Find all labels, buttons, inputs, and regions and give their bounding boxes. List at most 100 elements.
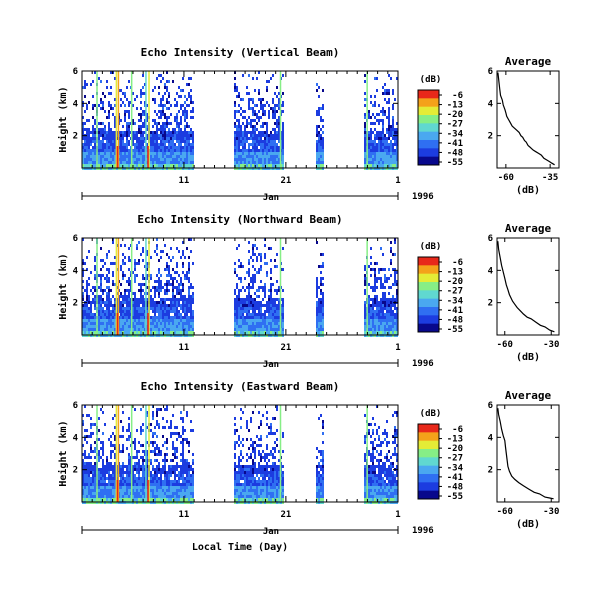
heatmap-cell — [112, 131, 114, 134]
heatmap-cell — [382, 161, 384, 164]
heatmap-cell — [176, 313, 178, 316]
heatmap-cell — [152, 414, 154, 417]
heatmap-cell — [252, 146, 254, 149]
heatmap-cell — [98, 331, 100, 334]
heatmap-cell — [126, 474, 128, 477]
heatmap-cell — [108, 286, 110, 289]
heatmap-cell — [92, 155, 94, 158]
heatmap-cell — [390, 250, 392, 253]
heatmap-cell — [134, 465, 136, 468]
heatmap-cell — [158, 465, 160, 468]
heatmap-cell — [386, 316, 388, 319]
heatmap-cell — [134, 149, 136, 152]
heatmap-cell — [94, 152, 96, 155]
heatmap-cell — [162, 149, 164, 152]
heatmap-cell — [88, 119, 90, 122]
heatmap-cell — [254, 128, 256, 131]
heatmap-cell — [242, 301, 244, 304]
heatmap-cell — [142, 250, 144, 253]
colorbar-level: -55 — [447, 158, 463, 168]
heatmap-cell — [370, 122, 372, 125]
heatmap-cell — [184, 313, 186, 316]
heatmap-cell — [152, 158, 154, 161]
heatmap-cell — [272, 128, 274, 131]
heatmap-cell — [86, 131, 88, 134]
heatmap-cell — [180, 411, 182, 414]
heatmap-cell — [166, 119, 168, 122]
heatmap-cell — [86, 325, 88, 328]
heatmap-cell — [88, 164, 90, 167]
heatmap-cell — [186, 465, 188, 468]
heatmap-cell — [278, 92, 280, 95]
heatmap-cell — [84, 486, 86, 489]
heatmap-cell — [384, 313, 386, 316]
heatmap-cell — [322, 164, 324, 167]
heatmap-cell — [386, 116, 388, 119]
heatmap-cell — [138, 480, 140, 483]
heatmap-cell — [386, 277, 388, 280]
heatmap-cell — [102, 486, 104, 489]
heatmap-cell — [134, 322, 136, 325]
heatmap-cell — [112, 450, 114, 453]
heatmap-cell — [274, 155, 276, 158]
heatmap-cell — [276, 289, 278, 292]
heatmap-cell — [268, 313, 270, 316]
heatmap-cell — [160, 322, 162, 325]
heatmap-cell — [254, 253, 256, 256]
heatmap-cell — [370, 313, 372, 316]
heatmap-cell — [94, 447, 96, 450]
heatmap-cell — [260, 322, 262, 325]
heatmap-cell — [364, 98, 366, 101]
heatmap-cell — [128, 465, 130, 468]
heatmap-cell — [154, 474, 156, 477]
heatmap-cell — [106, 164, 108, 167]
heatmap-cell — [380, 307, 382, 310]
heatmap-cell — [250, 125, 252, 128]
heatmap-cell — [318, 137, 320, 140]
heatmap-cell — [138, 155, 140, 158]
heatmap-cell — [364, 268, 366, 271]
heatmap-cell — [182, 89, 184, 92]
heatmap-cell — [190, 128, 192, 131]
heatmap-cell — [388, 146, 390, 149]
heatmap-cell — [254, 161, 256, 164]
heatmap-cell — [270, 304, 272, 307]
heatmap-cell — [106, 301, 108, 304]
heatmap-cell — [108, 164, 110, 167]
heatmap-cell — [380, 325, 382, 328]
heatmap-cell — [180, 95, 182, 98]
heatmap-cell — [138, 477, 140, 480]
heatmap-cell — [268, 104, 270, 107]
heatmap-cell — [188, 316, 190, 319]
heatmap-cell — [258, 92, 260, 95]
heatmap-cell — [364, 149, 366, 152]
heatmap-cell — [374, 161, 376, 164]
heatmap-cell — [126, 438, 128, 441]
heatmap-cell — [126, 471, 128, 474]
heatmap-cell — [278, 116, 280, 119]
heatmap-cell — [278, 98, 280, 101]
profile-frame — [497, 71, 559, 168]
heatmap-cell — [256, 271, 258, 274]
heatmap-cell — [364, 301, 366, 304]
heatmap-cell — [158, 280, 160, 283]
heatmap-cell — [254, 325, 256, 328]
heatmap-cell — [152, 468, 154, 471]
heatmap-cell — [164, 408, 166, 411]
heatmap-cell — [192, 286, 194, 289]
heatmap-cell — [136, 483, 138, 486]
heatmap-cell — [100, 489, 102, 492]
heatmap-cell — [156, 310, 158, 313]
heatmap-cell — [86, 304, 88, 307]
heatmap-cell — [180, 292, 182, 295]
heatmap-cell — [170, 164, 172, 167]
heatmap-cell — [378, 313, 380, 316]
heatmap-cell — [84, 143, 86, 146]
heatmap-cell — [154, 483, 156, 486]
heatmap-cell — [102, 468, 104, 471]
heatmap-cell — [384, 301, 386, 304]
heatmap-cell — [150, 316, 152, 319]
heatmap-cell — [188, 92, 190, 95]
heatmap-cell — [120, 465, 122, 468]
heatmap-cell — [178, 432, 180, 435]
